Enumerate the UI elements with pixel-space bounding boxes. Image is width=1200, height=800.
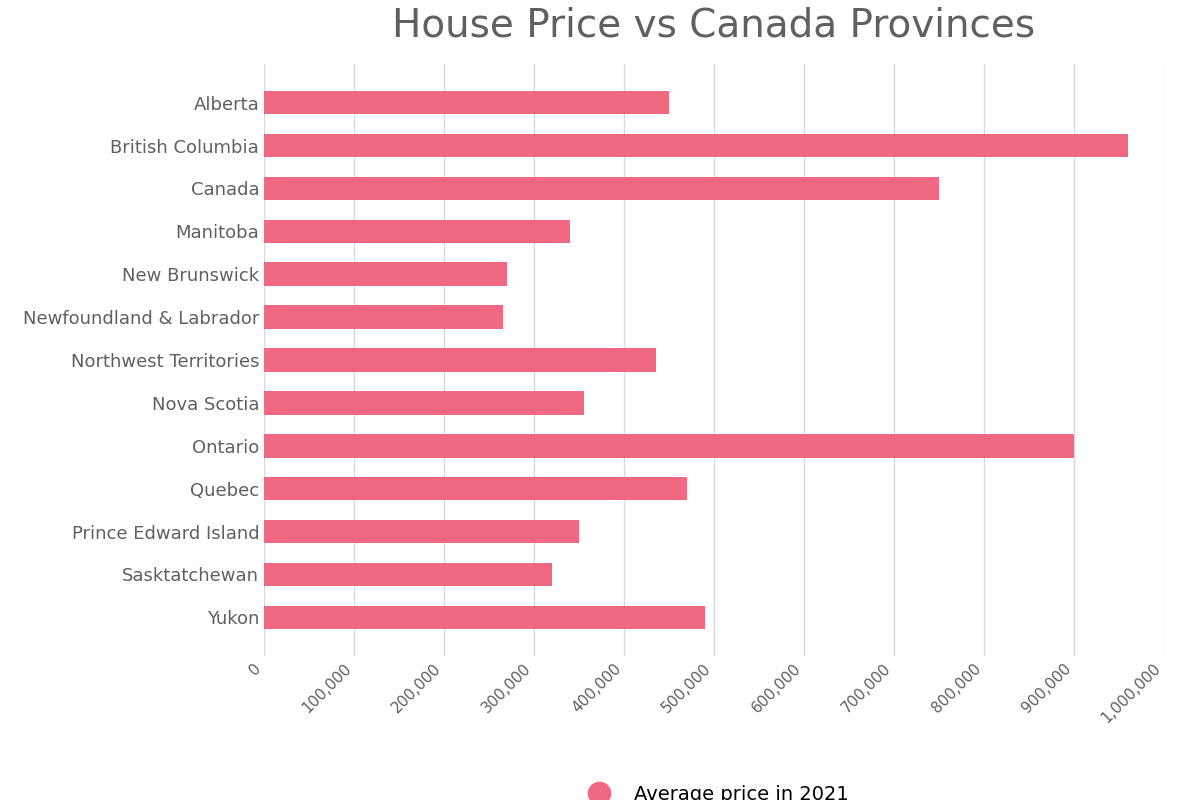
- Bar: [264, 348, 655, 372]
- Bar: [264, 477, 686, 501]
- Legend: Average price in 2021: Average price in 2021: [571, 778, 857, 800]
- Bar: [264, 262, 508, 286]
- Bar: [264, 91, 670, 114]
- Bar: [264, 434, 1074, 458]
- Bar: [264, 520, 580, 543]
- Bar: [264, 306, 503, 329]
- Bar: [264, 606, 706, 629]
- Bar: [264, 562, 552, 586]
- Bar: [264, 391, 583, 414]
- Title: House Price vs Canada Provinces: House Price vs Canada Provinces: [392, 6, 1036, 44]
- Bar: [264, 219, 570, 243]
- Bar: [264, 134, 1128, 158]
- Bar: [264, 177, 940, 200]
